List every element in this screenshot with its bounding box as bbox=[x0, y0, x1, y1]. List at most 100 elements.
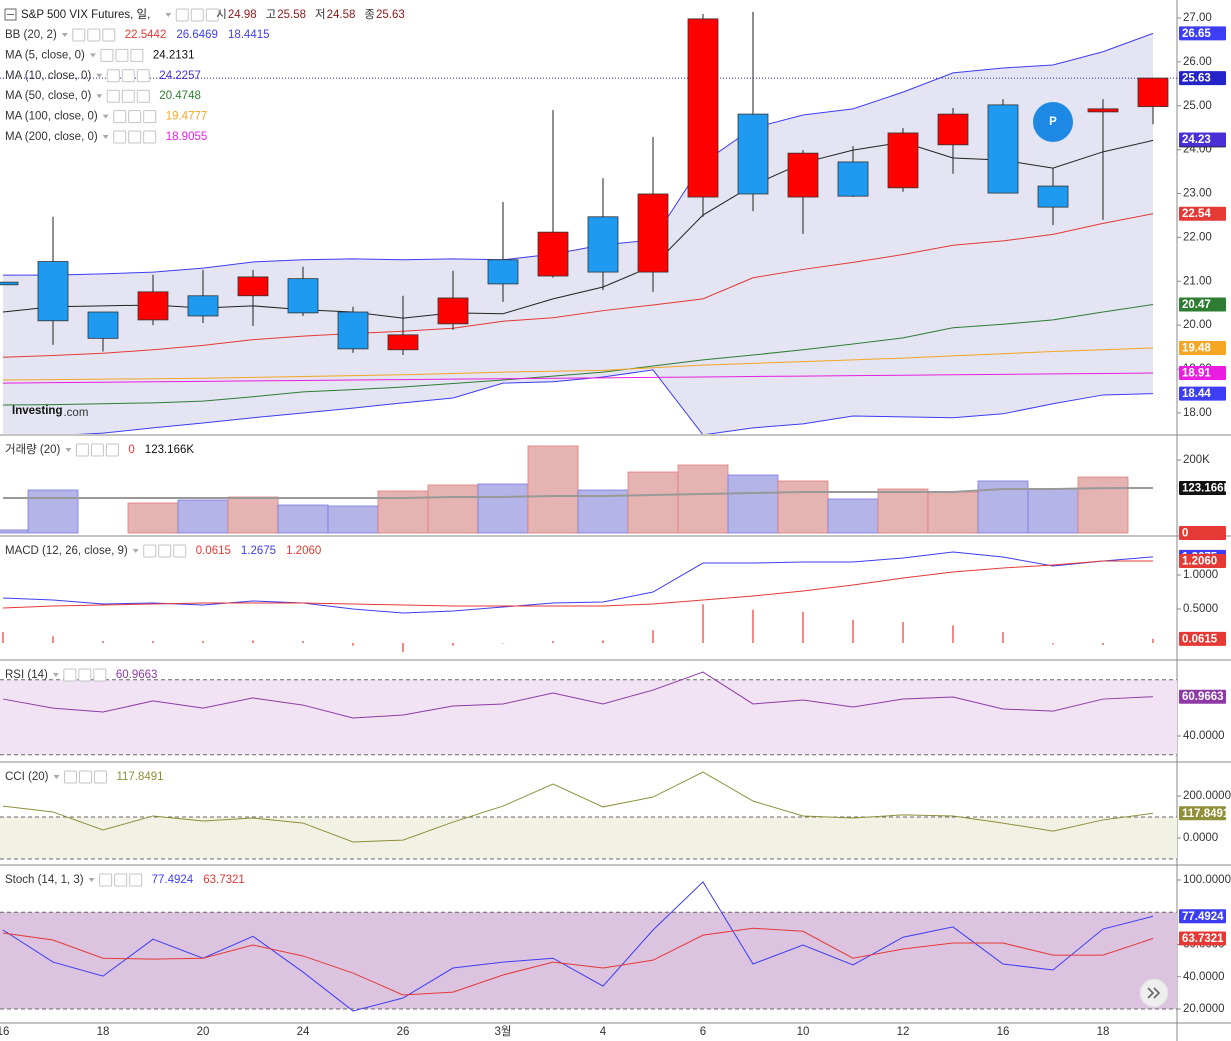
price-badge-box bbox=[1179, 481, 1226, 496]
y-tick-label: 40.0000 bbox=[1183, 730, 1225, 742]
candle-body bbox=[387, 334, 419, 351]
legend-icon[interactable] bbox=[63, 668, 77, 682]
legend-icon[interactable] bbox=[105, 443, 119, 457]
legend-icon[interactable] bbox=[175, 8, 189, 22]
legend-dropdown[interactable] bbox=[102, 114, 109, 119]
price-badge-box bbox=[1179, 366, 1226, 381]
p-button-circle[interactable] bbox=[1033, 102, 1073, 142]
legend-icon[interactable] bbox=[106, 69, 120, 83]
legend-dropdown[interactable] bbox=[96, 94, 103, 99]
legend-icon[interactable] bbox=[78, 770, 92, 784]
legend-icon[interactable] bbox=[100, 48, 114, 62]
legend-icon[interactable] bbox=[99, 873, 113, 887]
x-tick-label: 4 bbox=[600, 1026, 607, 1038]
indicator-line bbox=[2, 771, 1154, 843]
legend-dropdown[interactable] bbox=[53, 775, 60, 779]
scroll-button[interactable] bbox=[1139, 978, 1169, 1008]
legend-icon[interactable] bbox=[63, 770, 77, 784]
legend-icon[interactable] bbox=[113, 110, 127, 124]
price-badge: 18.44 bbox=[1179, 386, 1226, 401]
candle-body bbox=[1087, 108, 1119, 113]
histogram-bar bbox=[302, 640, 304, 644]
overlay-line bbox=[2, 304, 1154, 406]
y-tick-label: 200.0000 bbox=[1183, 790, 1231, 802]
legend-icon[interactable] bbox=[78, 668, 92, 682]
legend-icon[interactable] bbox=[173, 544, 187, 558]
legend-icon[interactable] bbox=[190, 8, 204, 22]
price-badge: 123.166K bbox=[1179, 481, 1231, 496]
p-button-label[interactable]: P bbox=[1049, 116, 1057, 128]
legend-dropdown[interactable] bbox=[96, 73, 103, 78]
x-tick-label: 20 bbox=[197, 1026, 210, 1038]
legend-dropdown[interactable] bbox=[89, 53, 96, 58]
legend-icon[interactable] bbox=[143, 130, 157, 144]
scroll-button-icon[interactable] bbox=[1147, 987, 1161, 999]
legend-value: 1.2675 bbox=[241, 545, 276, 557]
legend: Stoch (14, 1, 3) 77.4924 63.7321 bbox=[5, 873, 245, 887]
p-button[interactable]: P bbox=[1033, 102, 1073, 142]
legend-dropdown[interactable] bbox=[52, 673, 59, 677]
legend-icon[interactable] bbox=[115, 48, 129, 62]
ohlc-label: 고 bbox=[266, 9, 277, 21]
indicator-line bbox=[3, 487, 1154, 499]
price-badge-label: 18.91 bbox=[1182, 368, 1211, 380]
overlay-line bbox=[3, 32, 1154, 276]
legend: RSI (14) 60.9663 bbox=[5, 668, 157, 682]
legend-icon[interactable] bbox=[121, 69, 135, 83]
volume-bar bbox=[27, 489, 79, 534]
legend-icon[interactable] bbox=[75, 443, 89, 457]
legend-dropdown[interactable] bbox=[102, 135, 109, 139]
price-badge-label: 24.23 bbox=[1182, 134, 1211, 146]
histogram-bar bbox=[1102, 643, 1104, 646]
price-badge-box bbox=[1179, 132, 1226, 147]
volume-bar bbox=[577, 489, 629, 534]
candle-body bbox=[987, 104, 1019, 194]
legend-icon[interactable] bbox=[114, 873, 128, 887]
legend-value: 24.2131 bbox=[153, 49, 195, 61]
legend-icon[interactable] bbox=[90, 443, 104, 457]
legend-icon[interactable] bbox=[130, 48, 144, 62]
volume-bar bbox=[227, 496, 279, 534]
histogram-bar bbox=[752, 609, 754, 644]
legend-icon[interactable] bbox=[106, 89, 120, 103]
x-tick-label: 12 bbox=[897, 1026, 910, 1038]
legend-icon[interactable] bbox=[113, 130, 127, 144]
candle-body bbox=[37, 261, 69, 322]
legend-dropdown[interactable] bbox=[165, 13, 172, 17]
histogram-bar bbox=[52, 636, 54, 644]
legend-icon[interactable] bbox=[93, 668, 107, 682]
band-fill bbox=[0, 679, 1177, 755]
price-badge-box bbox=[1179, 340, 1226, 355]
legend-icon[interactable] bbox=[128, 110, 142, 124]
legend-icon[interactable] bbox=[129, 873, 143, 887]
legend-dropdown[interactable] bbox=[65, 448, 72, 452]
legend-icon[interactable] bbox=[93, 770, 107, 784]
x-tick-label: 16 bbox=[0, 1026, 9, 1038]
volume-bar bbox=[327, 505, 379, 534]
legend-icon[interactable] bbox=[158, 544, 172, 558]
legend-dropdown[interactable] bbox=[88, 878, 95, 882]
price-badge: 63.7321 bbox=[1179, 931, 1226, 946]
legend-icon[interactable] bbox=[72, 28, 86, 42]
legend-label: MA (10, close, 0) bbox=[5, 70, 91, 82]
legend-dropdown[interactable] bbox=[61, 33, 68, 37]
legend-dropdown[interactable] bbox=[132, 549, 139, 553]
price-badge: 18.91 bbox=[1179, 366, 1226, 381]
legend-icon[interactable] bbox=[136, 89, 150, 103]
candle-body bbox=[137, 291, 169, 321]
histogram-bar bbox=[952, 625, 954, 644]
y-tick-label: 18.00 bbox=[1183, 407, 1212, 419]
chart-title: S&P 500 VIX Futures, 일, bbox=[21, 7, 150, 21]
legend-label: Stoch (14, 1, 3) bbox=[5, 874, 84, 886]
legend-icon[interactable] bbox=[205, 8, 219, 22]
legend-icon[interactable] bbox=[128, 130, 142, 144]
legend-icon[interactable] bbox=[87, 28, 101, 42]
legend-icon[interactable] bbox=[143, 544, 157, 558]
panel bbox=[0, 671, 1177, 756]
histogram-bar bbox=[652, 630, 654, 644]
legend-icon[interactable] bbox=[143, 110, 157, 124]
legend-icon[interactable] bbox=[121, 89, 135, 103]
panel bbox=[0, 11, 1177, 434]
legend-icon[interactable] bbox=[136, 69, 150, 83]
legend-icon[interactable] bbox=[102, 28, 116, 42]
